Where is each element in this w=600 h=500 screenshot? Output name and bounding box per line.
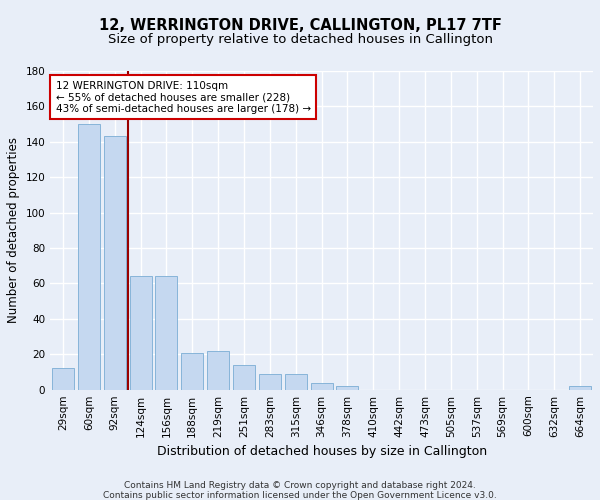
Bar [337, 386, 358, 390]
Bar [259, 374, 281, 390]
Bar [52, 368, 74, 390]
X-axis label: Distribution of detached houses by size in Callington: Distribution of detached houses by size … [157, 445, 487, 458]
Text: 12, WERRINGTON DRIVE, CALLINGTON, PL17 7TF: 12, WERRINGTON DRIVE, CALLINGTON, PL17 7… [98, 18, 502, 32]
Y-axis label: Number of detached properties: Number of detached properties [7, 138, 20, 324]
Text: Size of property relative to detached houses in Callington: Size of property relative to detached ho… [107, 32, 493, 46]
Bar [207, 351, 229, 390]
Text: 12 WERRINGTON DRIVE: 110sqm
← 55% of detached houses are smaller (228)
43% of se: 12 WERRINGTON DRIVE: 110sqm ← 55% of det… [56, 80, 311, 114]
Text: Contains public sector information licensed under the Open Government Licence v3: Contains public sector information licen… [103, 491, 497, 500]
Bar [569, 386, 591, 390]
Bar [130, 276, 152, 390]
Bar [311, 382, 332, 390]
Bar [181, 352, 203, 390]
Bar [78, 124, 100, 390]
Bar [104, 136, 126, 390]
Bar [155, 276, 178, 390]
Text: Contains HM Land Registry data © Crown copyright and database right 2024.: Contains HM Land Registry data © Crown c… [124, 481, 476, 490]
Bar [285, 374, 307, 390]
Bar [233, 365, 255, 390]
